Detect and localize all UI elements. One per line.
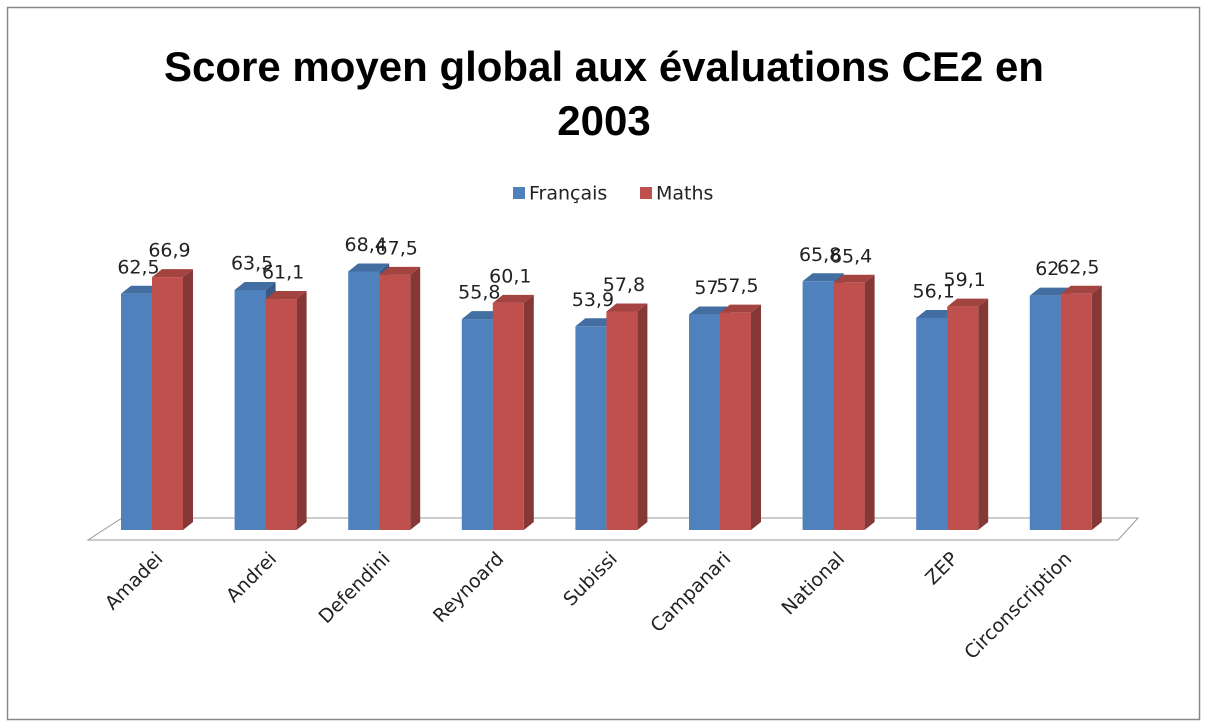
bar — [1029, 295, 1061, 530]
bar — [575, 326, 607, 530]
bar-top — [234, 281, 276, 290]
bar-top — [1029, 287, 1071, 296]
bar-side — [523, 294, 534, 530]
value-label: 63,5 — [231, 252, 273, 274]
value-label: 67,5 — [376, 237, 418, 259]
bar-side — [410, 266, 421, 530]
bar — [121, 293, 152, 530]
value-label: 62,5 — [117, 256, 159, 278]
bar-top — [265, 291, 307, 300]
bar-side — [1091, 285, 1102, 530]
legend-label: Français — [529, 183, 607, 205]
value-label: 62 — [1035, 258, 1059, 280]
value-label: 57,8 — [603, 274, 645, 296]
value-label: 68,4 — [345, 234, 387, 256]
value-label: 53,9 — [572, 289, 614, 311]
bar — [234, 289, 266, 530]
bar — [802, 281, 834, 530]
x-tick-label: Campanari — [646, 548, 735, 637]
bar-top — [461, 311, 503, 320]
bar — [379, 274, 411, 530]
chart-title: Score moyen global aux évaluations CE2 e… — [164, 43, 1044, 144]
bar-side — [637, 303, 648, 530]
bar-side — [751, 304, 761, 530]
bar — [492, 302, 524, 530]
value-label: 66,9 — [148, 240, 190, 262]
x-tick-label: Amadei — [101, 548, 168, 615]
bar — [833, 282, 865, 530]
x-tick-label: Subissi — [559, 548, 622, 611]
value-label: 65,4 — [830, 245, 872, 267]
x-tick-label: Circonscription — [960, 548, 1076, 664]
bar-top — [802, 273, 844, 282]
bar — [689, 314, 720, 530]
value-label: 60,1 — [489, 265, 531, 287]
bar — [606, 311, 638, 530]
bar-top — [916, 309, 958, 318]
bar-top — [492, 294, 534, 303]
x-tick-label: Andrei — [222, 548, 281, 607]
value-label: 59,1 — [944, 269, 986, 291]
bar-top — [348, 263, 390, 272]
bar-side — [183, 269, 193, 530]
bar-side — [864, 274, 875, 530]
bar-side — [296, 291, 307, 530]
chart-border — [6, 6, 1201, 721]
bar-top — [947, 298, 989, 307]
bar-top — [575, 318, 617, 327]
x-tick-label: Defendini — [314, 548, 394, 628]
bar — [720, 312, 751, 530]
bar-top — [1060, 285, 1102, 294]
bar — [916, 317, 948, 530]
value-label: 62,5 — [1057, 256, 1099, 278]
bar-top — [720, 304, 761, 313]
value-label: 57,5 — [716, 275, 758, 297]
value-label: 65,8 — [799, 244, 841, 266]
value-label: 56,1 — [913, 280, 955, 302]
value-label: 55,8 — [458, 282, 500, 304]
bar-top — [152, 269, 193, 278]
bar — [348, 271, 380, 530]
bar — [152, 277, 183, 530]
bar-top — [689, 306, 730, 315]
bar — [947, 306, 979, 530]
value-label: 57 — [694, 277, 718, 299]
x-tick-label: ZEP — [921, 548, 962, 589]
legend-swatch — [513, 187, 525, 199]
bar — [461, 319, 493, 530]
x-tick-label: National — [777, 548, 849, 620]
bar — [1060, 293, 1092, 530]
bar-top — [121, 285, 162, 294]
bar — [265, 299, 297, 530]
value-label: 61,1 — [262, 262, 304, 284]
legend-label: Maths — [656, 183, 713, 205]
bar-side — [978, 298, 989, 530]
x-tick-label: Reynoard — [429, 548, 508, 627]
bar-top — [606, 303, 648, 312]
bar-top — [379, 266, 421, 275]
bar-top — [833, 274, 875, 283]
legend-swatch — [640, 187, 652, 199]
